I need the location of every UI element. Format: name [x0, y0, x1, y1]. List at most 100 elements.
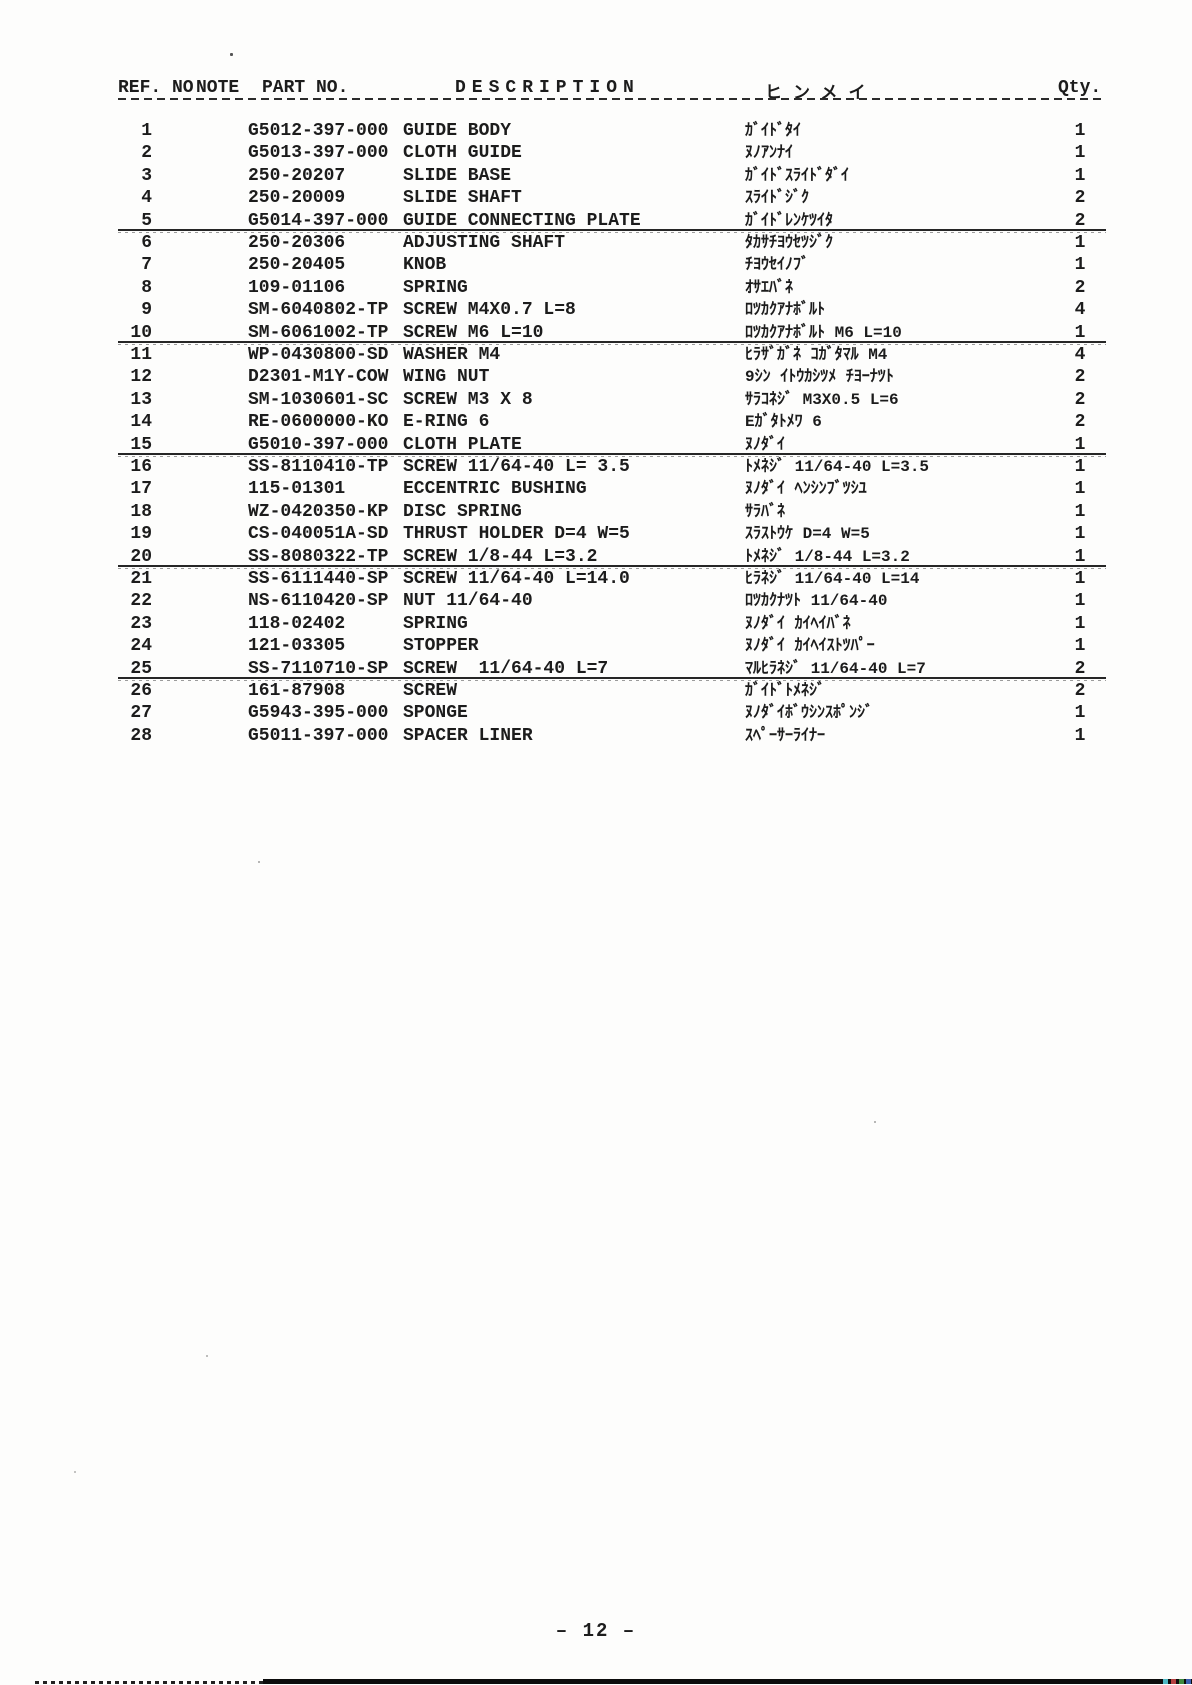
part-no-cell: SM-6061002-TP: [248, 322, 389, 343]
qty-cell: 1: [1074, 501, 1086, 522]
header-description: DESCRIPTION: [455, 78, 640, 98]
qty-cell: 1: [1074, 725, 1086, 746]
ref-no-cell: 17: [130, 479, 152, 500]
qty-cell: 4: [1074, 300, 1086, 321]
description-cell: ADJUSTING SHAFT: [403, 233, 566, 253]
part-no-cell: 250-20405: [248, 255, 346, 276]
qty-cell: 2: [1074, 389, 1086, 410]
table-row: 18 WZ-0420350-KP DISC SPRING ｻﾗﾊﾞﾈ 1: [0, 501, 1192, 523]
part-no-cell: 161-87908: [248, 681, 346, 701]
qty-cell: 2: [1074, 367, 1086, 388]
section-divider-line: [118, 677, 1106, 681]
part-no-cell: NS-6110420-SP: [248, 591, 389, 612]
table-row: 7 250-20405 KNOB ﾁﾖｳｾｲﾉﾌﾞ 1: [0, 254, 1192, 276]
hinmei-cell: ｶﾞｲﾄﾞﾚﾝｹﾂｲﾀ: [745, 211, 834, 230]
ref-no-cell: 18: [130, 501, 152, 522]
header-part-no: PART NO.: [262, 78, 349, 98]
description-cell: NUT 11/64-40: [403, 591, 533, 612]
qty-cell: 2: [1074, 681, 1086, 701]
ref-no-cell: 26: [130, 681, 152, 701]
description-cell: SPRING: [403, 277, 468, 298]
scan-speck: [874, 1121, 876, 1123]
part-no-cell: G5012-397-000: [248, 121, 389, 141]
table-row: 15 G5010-397-000 CLOTH PLATE ﾇﾉﾀﾞｲ 1: [0, 434, 1192, 456]
description-cell: GUIDE BODY: [403, 121, 512, 141]
qty-cell: 1: [1074, 322, 1086, 343]
table-row: 28 G5011-397-000 SPACER LINER ｽﾍﾟｰｻｰﾗｲﾅｰ 1: [0, 725, 1192, 747]
hinmei-cell: ﾁﾖｳｾｲﾉﾌﾞ: [745, 256, 810, 275]
hinmei-cell: ﾇﾉﾀﾞｲ ｶｲﾍｲﾊﾞﾈ: [745, 614, 851, 633]
part-no-cell: G5011-397-000: [248, 725, 389, 746]
ref-no-cell: 7: [141, 255, 152, 276]
description-cell: SCREW M4X0.7 L=8: [403, 300, 576, 321]
header-note: NOTE: [196, 78, 240, 98]
hinmei-cell: ﾏﾙﾋﾗﾈｼﾞ 11/64-40 L=7: [745, 659, 926, 678]
part-no-cell: 250-20009: [248, 188, 346, 209]
qty-cell: 1: [1074, 591, 1086, 612]
description-cell: SCREW 11/64-40 L=7: [403, 658, 609, 679]
ref-no-cell: 10: [130, 322, 152, 343]
qty-cell: 2: [1074, 658, 1086, 679]
ref-no-cell: 2: [141, 143, 152, 164]
description-cell: WASHER M4: [403, 345, 501, 365]
ref-no-cell: 6: [141, 233, 152, 253]
ref-no-cell: 11: [130, 345, 152, 365]
description-cell: SCREW M6 L=10: [403, 322, 544, 343]
qty-cell: 2: [1074, 188, 1086, 209]
ref-no-cell: 13: [130, 389, 152, 410]
ref-no-cell: 16: [130, 457, 152, 477]
hinmei-cell: ﾇﾉｱﾝﾅｲ: [745, 144, 794, 163]
table-row: 24 121-03305 STOPPER ﾇﾉﾀﾞｲ ｶｲﾍｲｽﾄﾂﾊﾟｰ 1: [0, 635, 1192, 657]
part-no-cell: SM-6040802-TP: [248, 300, 389, 321]
table-row: 5 G5014-397-000 GUIDE CONNECTING PLATE ｶﾞｲﾄ…: [0, 210, 1192, 232]
hinmei-cell: 9ｼﾝ ｲﾄｳｶｼﾂﾒ ﾁﾖｰﾅﾂﾄ: [745, 368, 894, 387]
part-no-cell: SS-6111440-SP: [248, 569, 389, 589]
description-cell: SCREW 11/64-40 L=14.0: [403, 569, 630, 589]
description-cell: SPRING: [403, 613, 468, 634]
table-row: 17 115-01301 ECCENTRIC BUSHING ﾇﾉﾀﾞｲ ﾍﾝｼﾝﾌﾞ…: [0, 478, 1192, 500]
description-cell: SCREW M3 X 8: [403, 389, 533, 410]
section-divider-line: [118, 229, 1106, 233]
hinmei-cell: ﾀｶｻﾁﾖｳｾﾂｼﾞｸ: [745, 234, 834, 252]
hinmei-cell: ﾛﾂｶｸﾅﾂﾄ 11/64-40: [745, 592, 888, 611]
part-no-cell: WZ-0420350-KP: [248, 501, 389, 522]
scan-speck: [74, 1471, 76, 1473]
scan-speck: [258, 861, 260, 863]
scan-speck: [206, 1355, 208, 1357]
hinmei-cell: ﾇﾉﾀﾞｲﾎﾞｳｼﾝｽﾎﾟﾝｼﾞ: [745, 704, 874, 723]
part-no-cell: 115-01301: [248, 479, 346, 500]
ref-no-cell: 1: [141, 121, 152, 141]
hinmei-cell: ﾄﾒﾈｼﾞ 1/8-44 L=3.2: [745, 547, 910, 566]
part-no-cell: CS-040051A-SD: [248, 524, 389, 545]
part-no-cell: WP-0430800-SD: [248, 345, 389, 365]
hinmei-cell: ﾇﾉﾀﾞｲ ﾍﾝｼﾝﾌﾞﾂｼﾕ: [745, 480, 867, 499]
hinmei-cell: ﾛﾂｶｸｱﾅﾎﾞﾙﾄ M6 L=10: [745, 323, 902, 342]
table-row: 16 SS-8110410-TP SCREW 11/64-40 L= 3.5 ﾄﾒﾈｼ…: [0, 456, 1192, 478]
section-divider-line: [118, 453, 1106, 457]
qty-cell: 2: [1074, 412, 1086, 433]
header-hinmei: ヒンメイ: [765, 85, 877, 104]
scan-color-speck: [1163, 1679, 1168, 1684]
ref-no-cell: 20: [130, 546, 152, 567]
table-row: 21 SS-6111440-SP SCREW 11/64-40 L=14.0 ﾋﾗﾈｼ…: [0, 568, 1192, 590]
description-cell: CLOTH PLATE: [403, 434, 522, 455]
table-row: 14 RE-0600000-KO E-RING 6 Eｶﾞﾀﾄﾒﾜ 6 2: [0, 411, 1192, 433]
description-cell: SLIDE SHAFT: [403, 188, 522, 209]
hinmei-cell: ｽﾍﾟｰｻｰﾗｲﾅｰ: [745, 726, 826, 745]
hinmei-cell: ｽﾗｲﾄﾞｼﾞｸ: [745, 189, 810, 208]
description-cell: SCREW 1/8-44 L=3.2: [403, 546, 598, 567]
qty-cell: 1: [1074, 143, 1086, 164]
description-cell: SPACER LINER: [403, 725, 533, 746]
qty-cell: 1: [1074, 636, 1086, 657]
ref-no-cell: 5: [141, 210, 152, 231]
qty-cell: 4: [1074, 345, 1086, 365]
hinmei-cell: ﾛﾂｶｸｱﾅﾎﾞﾙﾄ: [745, 301, 826, 320]
part-no-cell: G5013-397-000: [248, 143, 389, 164]
description-cell: SCREW 11/64-40 L= 3.5: [403, 457, 630, 477]
description-cell: ECCENTRIC BUSHING: [403, 479, 587, 500]
hinmei-cell: ｵｻｴﾊﾞﾈ: [745, 278, 794, 297]
qty-cell: 1: [1074, 255, 1086, 276]
part-no-cell: SS-8080322-TP: [248, 546, 389, 567]
description-cell: GUIDE CONNECTING PLATE: [403, 210, 641, 231]
table-row: 8 109-01106 SPRING ｵｻｴﾊﾞﾈ 2: [0, 277, 1192, 299]
